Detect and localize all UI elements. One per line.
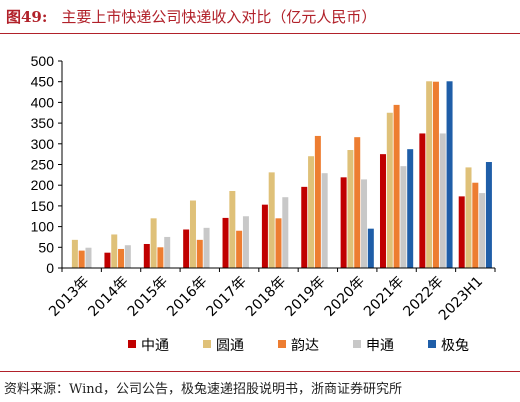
- legend-label: 极兔: [441, 338, 469, 354]
- bar: [71, 239, 78, 268]
- x-tick-label: 2021年: [361, 274, 407, 320]
- bar: [432, 81, 439, 268]
- y-tick-label: 400: [31, 94, 55, 110]
- bar: [189, 200, 196, 268]
- legend-label: 申通: [366, 338, 394, 354]
- bar: [143, 243, 150, 268]
- x-tick-label: 2023H1: [436, 274, 486, 324]
- bar: [354, 137, 361, 268]
- x-tick-label: 2018年: [243, 274, 289, 320]
- bar: [340, 177, 347, 268]
- legend-label: 圆通: [216, 338, 244, 354]
- y-tick-label: 250: [31, 157, 55, 173]
- bar: [242, 216, 249, 268]
- y-tick-label: 300: [31, 136, 55, 152]
- y-tick-label: 100: [31, 219, 55, 235]
- bar: [150, 218, 157, 268]
- x-tick-label: 2015年: [125, 274, 171, 320]
- bar: [183, 229, 190, 268]
- bar: [379, 154, 386, 268]
- chart-title: 主要上市快递公司快递收入对比（亿元人民币）: [61, 8, 377, 26]
- bar: [458, 196, 465, 268]
- source-note: 资料来源：Wind，公司公告，极兔速递招股说明书，浙商证券研究所: [4, 382, 402, 397]
- bar: [301, 186, 308, 268]
- bar: [308, 156, 315, 268]
- y-tick-label: 50: [38, 239, 54, 255]
- y-axis: 0 50 100 150 200 250 300 350 400 450 500: [31, 53, 63, 276]
- bar: [479, 193, 486, 268]
- legend-label: 韵达: [291, 338, 319, 354]
- bar: [78, 250, 85, 268]
- bar: [367, 228, 374, 268]
- bar-series: [71, 81, 492, 268]
- bar: [203, 227, 210, 268]
- x-tick-label: 2020年: [322, 274, 368, 320]
- x-tick-label: 2019年: [282, 274, 328, 320]
- legend-label: 中通: [141, 338, 169, 354]
- bar: [361, 179, 368, 268]
- bar: [407, 149, 414, 268]
- legend-swatch: [353, 340, 361, 348]
- source-divider: [0, 371, 520, 372]
- bar: [321, 173, 328, 268]
- bar: [400, 166, 407, 268]
- bar: [386, 112, 393, 268]
- chart-title-block: 图49: 主要上市快递公司快递收入对比（亿元人民币）: [6, 6, 376, 27]
- legend: 中通 圆通 韵达 申通 极兔: [128, 338, 469, 354]
- x-axis: 2013年2014年2015年2016年2017年2018年2019年2020年…: [46, 267, 496, 324]
- bar: [465, 167, 472, 268]
- bar: [111, 234, 118, 268]
- bar: [472, 182, 479, 268]
- legend-swatch: [278, 340, 286, 348]
- bar: [157, 247, 164, 268]
- bar: [485, 162, 492, 268]
- bar: [446, 81, 453, 268]
- bar: [393, 104, 400, 268]
- bar-chart: 0 50 100 150 200 250 300 350 400 450 500 2013年2014…: [31, 53, 496, 354]
- bar: [236, 230, 243, 268]
- bar: [268, 172, 275, 268]
- bar: [118, 248, 125, 268]
- title-divider: [0, 33, 520, 34]
- bar: [347, 150, 354, 268]
- y-tick-label: 150: [31, 198, 55, 214]
- x-tick-label: 2013年: [46, 274, 92, 320]
- x-tick-label: 2016年: [164, 274, 210, 320]
- bar: [196, 239, 203, 268]
- bar: [229, 190, 236, 268]
- bar: [164, 236, 171, 268]
- x-tick-label: 2014年: [85, 274, 131, 320]
- bar: [275, 218, 282, 268]
- bar: [104, 252, 111, 268]
- bar: [419, 133, 426, 268]
- bar: [222, 217, 229, 268]
- y-tick-label: 350: [31, 115, 55, 131]
- legend-swatch: [428, 340, 436, 348]
- bar: [282, 197, 289, 268]
- legend-swatch: [203, 340, 211, 348]
- x-tick-label: 2017年: [204, 274, 250, 320]
- bar: [439, 133, 446, 268]
- bar: [314, 135, 321, 268]
- y-tick-label: 500: [31, 53, 55, 69]
- bar: [426, 81, 433, 268]
- bar: [261, 204, 268, 268]
- y-tick-label: 200: [31, 177, 55, 193]
- y-tick-label: 0: [46, 260, 54, 276]
- y-tick-label: 450: [31, 74, 55, 90]
- bar: [85, 247, 92, 268]
- legend-swatch: [128, 340, 136, 348]
- figure-label: 图49:: [6, 8, 48, 26]
- bar: [124, 245, 131, 268]
